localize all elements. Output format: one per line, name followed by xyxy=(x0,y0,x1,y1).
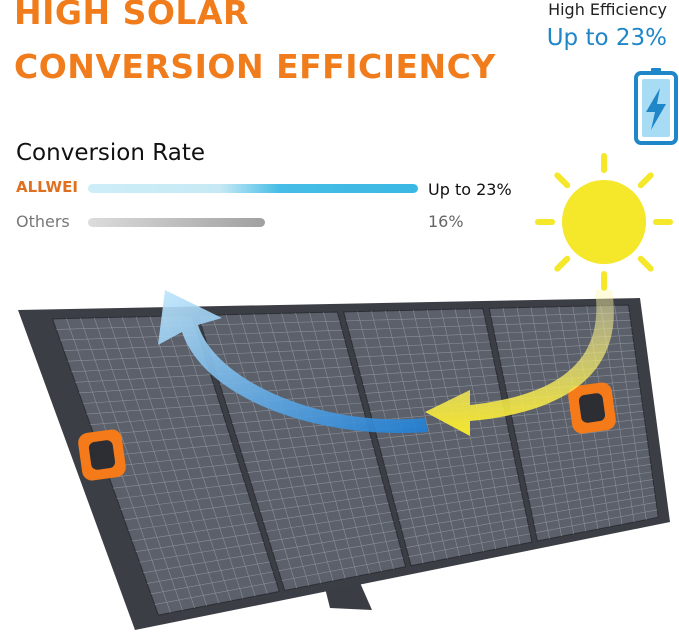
headline-line1: HIGH SOLAR xyxy=(14,0,249,32)
yellow-arrow-icon xyxy=(425,290,614,436)
sun-icon xyxy=(535,153,673,291)
allwei-label: ALLWEI xyxy=(16,178,78,196)
others-label: Others xyxy=(16,212,70,231)
others-value: 16% xyxy=(428,212,464,231)
battery-charging-icon xyxy=(634,68,678,145)
allwei-value: Up to 23% xyxy=(428,180,512,199)
headline-line2: CONVERSION EFFICIENCY xyxy=(14,47,496,86)
blue-arrow-icon xyxy=(158,290,428,434)
solar-cell-module xyxy=(51,314,280,616)
carry-handle xyxy=(78,429,126,481)
carry-handle xyxy=(568,382,616,434)
efficiency-label: High Efficiency xyxy=(548,0,667,19)
solar-panel xyxy=(18,298,670,630)
efficiency-value: Up to 23% xyxy=(546,25,667,51)
others-bar xyxy=(88,218,265,227)
allwei-bar xyxy=(88,184,418,193)
conversion-rate-title: Conversion Rate xyxy=(16,140,205,166)
